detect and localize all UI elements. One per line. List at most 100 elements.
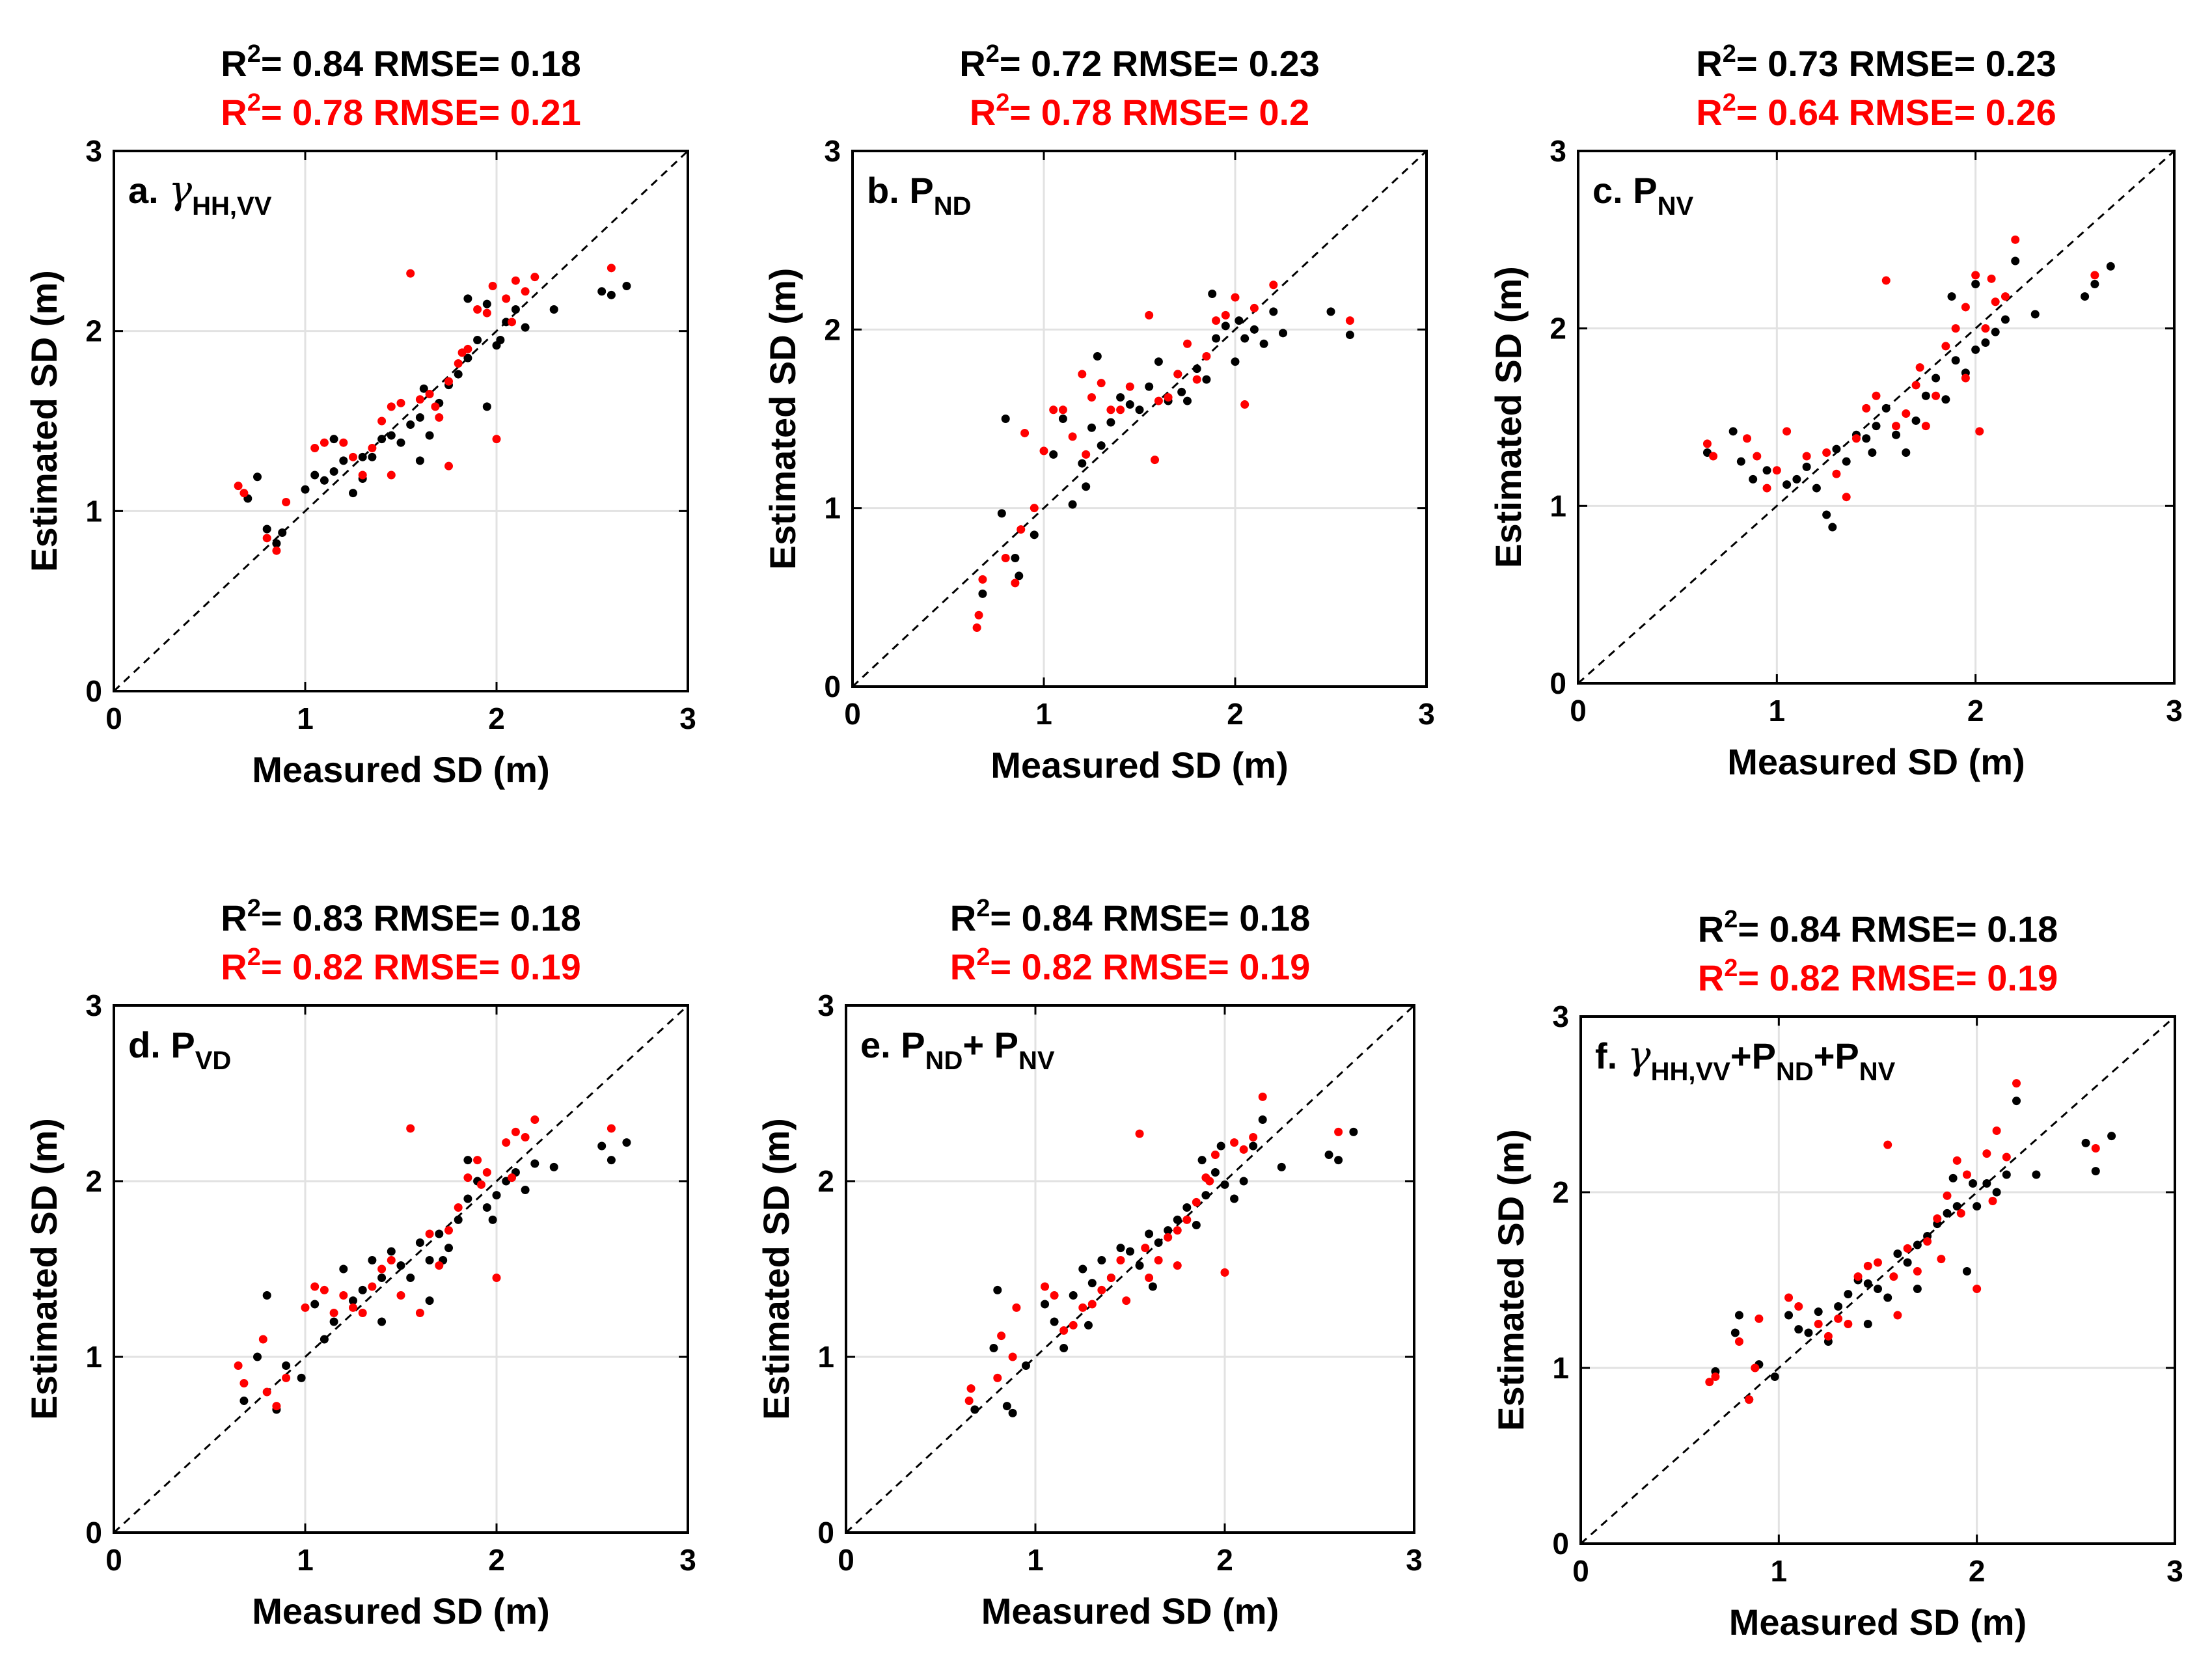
data-point-black: [1208, 289, 1217, 298]
panel-label-subscript-3: NV: [1859, 1058, 1896, 1086]
y-tick-label: 1: [824, 491, 841, 525]
r2-superscript: 2: [1724, 906, 1738, 933]
data-point-black: [2012, 1097, 2021, 1106]
data-point-black: [607, 1156, 616, 1165]
data-point-red: [1975, 427, 1984, 436]
data-point-black: [377, 435, 387, 444]
reference-line-1to1: [1580, 1015, 2176, 1545]
y-tick-label: 0: [1552, 1527, 1569, 1561]
data-point-red: [1834, 1314, 1843, 1323]
data-point-red: [1933, 1214, 1942, 1223]
data-point-black: [301, 485, 310, 494]
data-point-black: [473, 336, 482, 344]
data-point-red: [258, 1335, 267, 1344]
r2-value: 0.84: [1022, 897, 1093, 938]
panel-label-symbol-2: P: [1752, 1035, 1776, 1076]
rmse-value: 0.19: [510, 946, 581, 987]
data-point-red: [1772, 466, 1781, 475]
data-point-red: [425, 390, 434, 398]
data-point-red: [2091, 1144, 2100, 1153]
data-point-black: [1258, 1115, 1267, 1124]
data-point-black: [1992, 1188, 2001, 1197]
data-point-black: [1792, 474, 1801, 484]
data-point-black: [1943, 1208, 1952, 1218]
y-tick-label: 2: [1552, 1175, 1569, 1209]
rmse-label: RMSE=: [363, 43, 510, 84]
data-point-black: [1182, 1203, 1192, 1212]
panel-label-prefix: d.: [128, 1024, 171, 1065]
data-point-black: [262, 525, 271, 534]
r2-value: 0.83: [292, 897, 363, 938]
data-point-black: [1822, 510, 1831, 519]
data-point-black: [2002, 1170, 2011, 1179]
y-tick-label: 0: [85, 674, 102, 708]
y-tick-label: 1: [1550, 489, 1566, 523]
data-point-red: [1921, 422, 1930, 431]
data-point-black: [1834, 1302, 1843, 1311]
data-point-red: [1069, 1320, 1078, 1330]
data-point-black: [415, 456, 424, 465]
data-point-red: [1872, 391, 1881, 400]
data-point-black: [1782, 480, 1792, 489]
data-point-black: [978, 589, 987, 598]
data-point-red: [301, 1303, 310, 1312]
r2-superscript: 2: [1724, 955, 1738, 982]
data-point-black: [1883, 1293, 1892, 1302]
data-point-black: [1969, 1179, 1978, 1188]
r2-value: 0.78: [292, 92, 363, 133]
r2-superscript: 2: [976, 944, 990, 971]
y-tick-label: 1: [85, 1340, 102, 1374]
series-black: [1711, 1097, 2116, 1404]
r2-label: R: [950, 897, 976, 938]
rmse-value: 0.26: [1986, 92, 2056, 133]
data-point-red: [1173, 1261, 1182, 1270]
data-point-red: [1182, 1215, 1192, 1224]
data-point-red: [1269, 280, 1278, 290]
data-point-black: [1973, 1202, 1982, 1211]
rmse-value: 0.23: [1986, 43, 2056, 84]
panel-label-subscript-2: NV: [1018, 1046, 1055, 1075]
data-point-black: [530, 1159, 539, 1168]
data-point-red: [329, 1309, 338, 1317]
data-point-red: [1988, 1197, 1997, 1205]
data-point-black: [1050, 1317, 1059, 1326]
data-point-black: [1041, 1300, 1050, 1309]
title-metrics-black: R2= 0.73 RMSE= 0.23: [1696, 40, 2056, 84]
data-point-red: [358, 1309, 367, 1317]
data-point-black: [1893, 1249, 1902, 1258]
data-point-black: [1279, 329, 1287, 338]
r2-value: 0.82: [1769, 957, 1840, 998]
x-tick-label: 2: [1216, 1543, 1233, 1577]
data-point-black: [435, 1229, 444, 1238]
data-point-black: [1116, 1244, 1125, 1253]
y-tick-label: 2: [85, 1164, 102, 1198]
data-point-black: [1948, 1173, 1958, 1182]
y-tick-label: 3: [85, 989, 102, 1022]
y-tick-label: 0: [1550, 666, 1566, 700]
data-point-black: [396, 1261, 405, 1270]
y-tick-label: 1: [85, 494, 102, 528]
y-axis-label: Estimated SD (m): [23, 270, 64, 572]
data-point-red: [239, 489, 249, 498]
x-tick-label: 3: [2166, 694, 2183, 728]
y-tick-label: 3: [1552, 1000, 1569, 1033]
series-black: [978, 289, 1354, 598]
data-point-red: [377, 1264, 387, 1274]
y-tick-label: 1: [1552, 1351, 1569, 1385]
data-point-red: [2012, 1079, 2021, 1088]
r2-label-equals: =: [261, 92, 292, 133]
r2-superscript: 2: [996, 89, 1009, 116]
r2-superscript: 2: [247, 944, 261, 971]
data-point-black: [1982, 1179, 1991, 1188]
data-point-black: [368, 1256, 377, 1264]
rmse-label: RMSE=: [1838, 92, 1986, 133]
data-point-black: [1126, 1247, 1134, 1256]
data-point-red: [1151, 456, 1160, 465]
data-point-black: [482, 402, 491, 411]
data-point-black: [1068, 500, 1077, 509]
data-point-red: [1951, 324, 1960, 333]
data-point-black: [1148, 1282, 1157, 1291]
panel-label: e. PND+ PNV: [860, 1024, 1055, 1075]
data-point-black: [488, 1215, 497, 1224]
